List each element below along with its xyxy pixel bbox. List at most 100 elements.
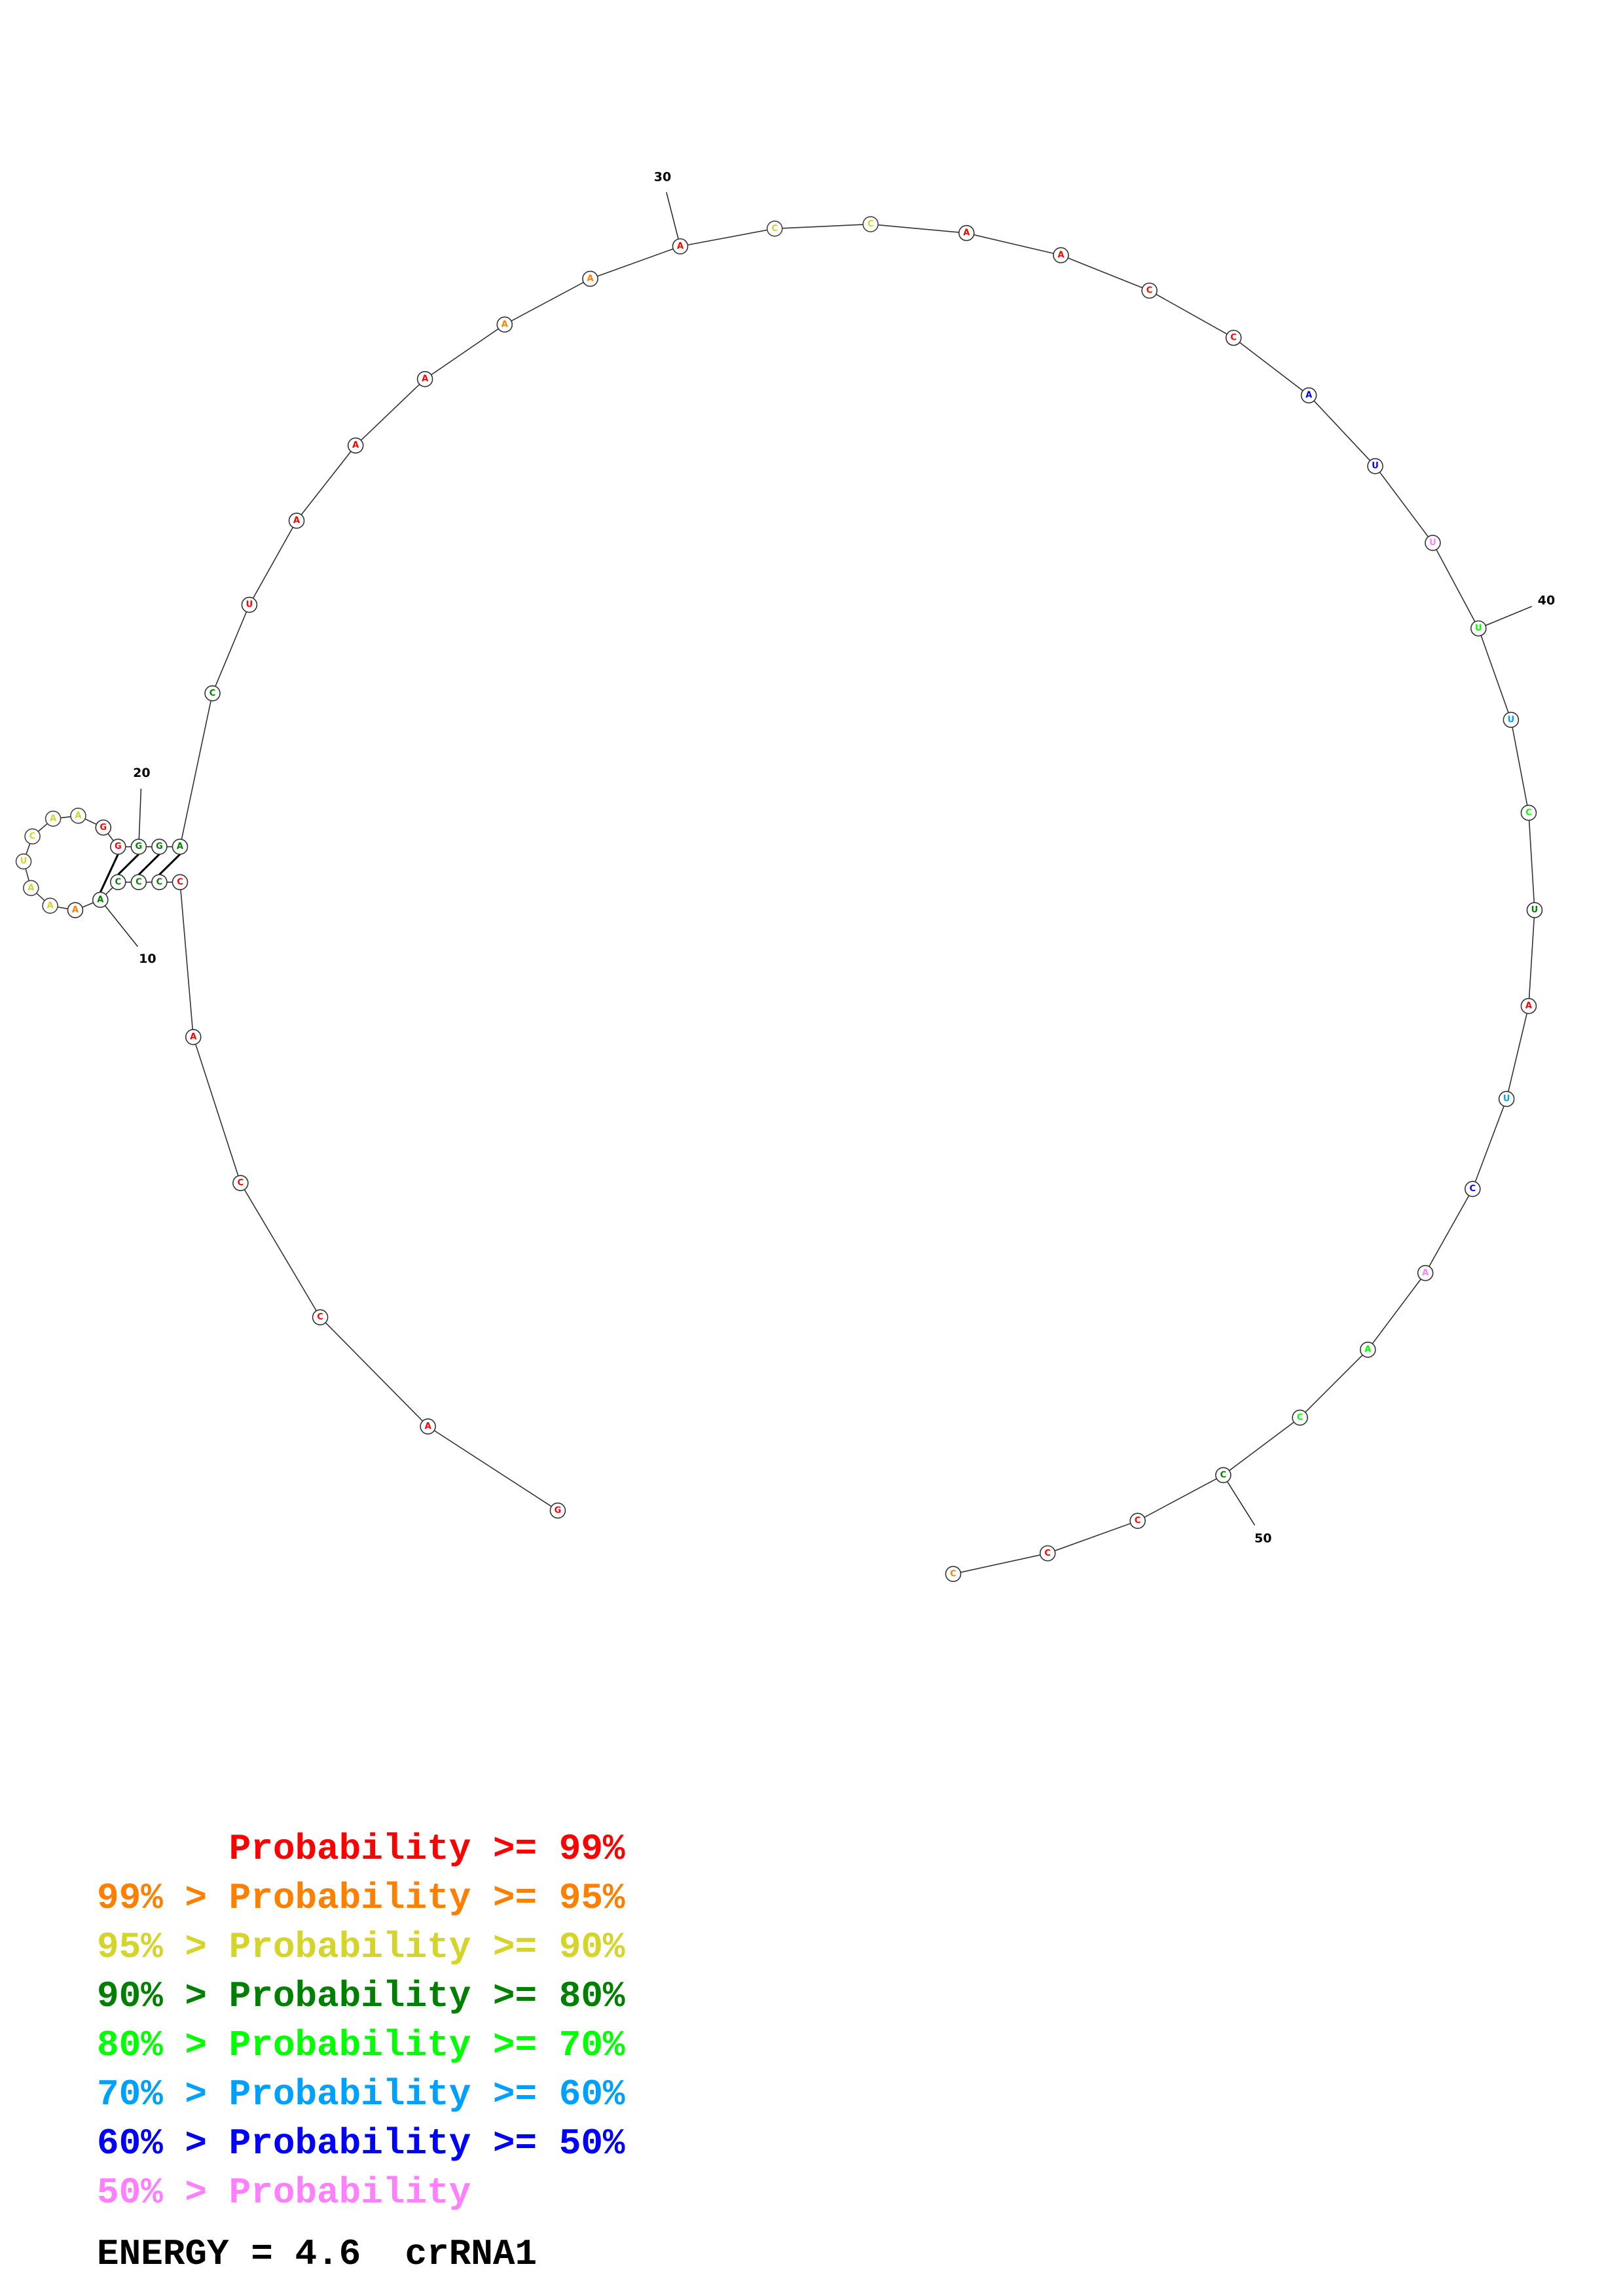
nucleotide-letter: A (190, 1032, 196, 1042)
nucleotide: U (241, 596, 258, 613)
nucleotide-circle (672, 238, 689, 255)
base-pair-bond (137, 853, 160, 876)
nucleotide: C (1520, 804, 1537, 821)
nucleotide: A (1520, 997, 1537, 1014)
nucleotide-circle (1520, 804, 1537, 821)
nucleotide: C (1225, 329, 1242, 346)
nucleotide: U (1425, 535, 1441, 551)
index-label: 50 (1254, 1532, 1271, 1546)
index-tick (666, 192, 681, 247)
nucleotide-letter: C (1525, 808, 1532, 817)
nucleotide-circle (1300, 387, 1317, 404)
nucleotide: U (1470, 620, 1487, 637)
nucleotide-circle (1526, 902, 1543, 918)
nucleotide-letter: A (422, 374, 428, 384)
nucleotide-letter: G (156, 842, 163, 852)
backbone-layer (23, 223, 1535, 1575)
nucleotide-circle (15, 853, 32, 870)
nucleotide: G (110, 838, 126, 855)
nucleotide-circle (1367, 457, 1383, 475)
nucleotide: A (672, 238, 689, 255)
nucleotide: C (130, 874, 147, 891)
index-tick (100, 899, 138, 947)
nucleotide-circle (1520, 997, 1537, 1014)
nucleotide: A (420, 1418, 436, 1435)
nucleotide: C (1215, 1467, 1231, 1484)
nucleotide: A (496, 316, 513, 333)
nucleotide-letter: A (1422, 1268, 1429, 1278)
nucleotide-letter: U (1372, 461, 1379, 471)
nucleotide-circle (172, 838, 189, 855)
nucleotide-letter: A (27, 883, 34, 893)
nucleotide-circle (23, 880, 39, 897)
nucleotide-circle (151, 874, 168, 891)
nucleotide-circle (420, 1418, 436, 1435)
nucleotide-letter: U (1429, 538, 1436, 548)
probability-legend: Probability >= 99% 99% > Probability >= 9… (97, 1825, 625, 2217)
nucleotide: A (1053, 247, 1069, 264)
nucleotide-letter: C (1297, 1412, 1304, 1422)
nucleotide: G (151, 838, 168, 855)
index-label: 20 (133, 766, 150, 780)
nucleotide-circle (1141, 282, 1158, 299)
nucleotide-circle (110, 874, 126, 891)
nucleotide-circle (232, 1175, 249, 1191)
nucleotide: U (1526, 902, 1543, 918)
nucleotide: C (862, 216, 879, 232)
nucleotide-circle (45, 810, 62, 827)
nucleotide: C (1039, 1545, 1056, 1562)
nucleotide: C (1141, 282, 1158, 299)
nucleotide: A (45, 810, 62, 827)
nucleotide: C (312, 1309, 329, 1325)
nucleotide-circle (204, 685, 221, 702)
nucleotide-letter: C (771, 224, 778, 234)
nucleotide: U (15, 853, 32, 870)
base-pair-bond (117, 853, 139, 876)
nucleotide-letter: A (1364, 1345, 1371, 1355)
energy-label: ENERGY = 4.6 crRNA1 (97, 2233, 538, 2275)
nucleotide: A (958, 224, 975, 242)
nucleotide-circle (862, 216, 879, 232)
nucleotide: A (42, 897, 58, 914)
index-tick-layer: 10 20 30 40 50 (100, 170, 1555, 1546)
index-tick (138, 788, 142, 847)
base-pair-layer (99, 853, 181, 893)
nucleotide-letter: A (677, 242, 684, 251)
nucleotide: C (24, 828, 41, 845)
nucleotide-letter: U (1531, 905, 1539, 915)
nucleotide: A (1300, 387, 1317, 404)
nucleotide-circle (151, 838, 168, 855)
nucleotide-letter: G (555, 1505, 562, 1515)
nucleotide-letter: C (136, 877, 142, 887)
nucleotide-circle (416, 370, 433, 387)
nucleotide-circle (1417, 1265, 1434, 1282)
nucleotide-letter: A (75, 811, 81, 821)
nucleotide-circle (496, 316, 513, 333)
nucleotide: C (172, 874, 189, 891)
nucleotide-letter: C (177, 877, 183, 887)
nucleotide-circle (92, 891, 109, 908)
nucleotide: G (130, 838, 147, 855)
nucleotide-circle (1129, 1513, 1146, 1529)
nucleotide-letter: A (47, 901, 54, 910)
index-label: 40 (1538, 593, 1555, 607)
nucleotide-letter: G (100, 823, 107, 833)
nucleotide-letter: A (352, 440, 359, 450)
legend-entry: 99% > Probability >= 95% (97, 1877, 625, 1919)
nucleotide: C (766, 221, 783, 237)
nucleotide-circle (1464, 1181, 1481, 1197)
nucleotide: A (582, 270, 598, 287)
legend-entry: 70% > Probability >= 60% (97, 2073, 625, 2115)
legend-entry: 60% > Probability >= 50% (97, 2123, 625, 2164)
base-pair-bond (158, 853, 181, 876)
nucleotide: A (67, 902, 84, 918)
nucleotide: U (1367, 457, 1383, 475)
nucleotide-circle (347, 437, 364, 454)
nucleotide-letter: C (867, 219, 874, 229)
nucleotide-circle (1215, 1467, 1231, 1484)
legend-entry: 80% > Probability >= 70% (97, 2024, 625, 2066)
nucleotide-circle (1053, 247, 1069, 264)
nucleotide-circle (130, 838, 147, 855)
nucleotide: G (549, 1502, 566, 1519)
